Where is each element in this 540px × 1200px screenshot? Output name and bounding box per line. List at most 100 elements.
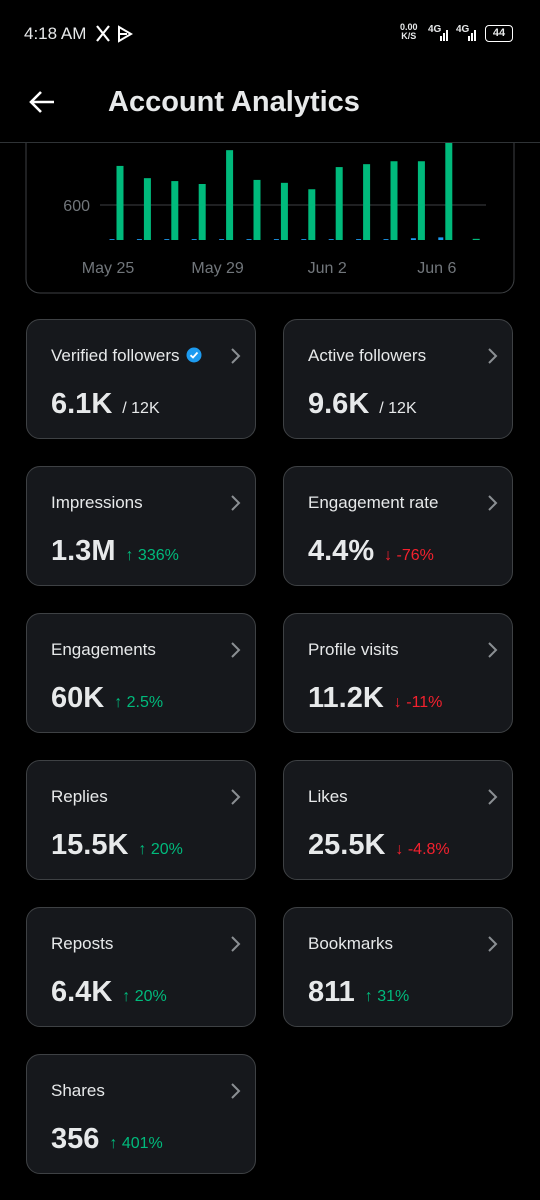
bar	[417, 161, 425, 240]
bar	[116, 165, 124, 240]
chart: 600 1.8K May 25 May 29 Jun 2 Jun 6	[25, 128, 515, 294]
metric-card[interactable]: Replies 15.5K ↑ 20%	[26, 760, 256, 880]
metric-number: 11.2K	[308, 682, 384, 714]
bar	[472, 238, 480, 240]
metric-title: Engagement rate	[308, 493, 439, 512]
metric-title: Verified followers	[51, 346, 202, 366]
header: 4:18 AM 0.00 K/S 4G 4G 44 Account Analyti…	[0, 0, 540, 143]
bar	[390, 161, 398, 240]
metric-card[interactable]: Engagement rate 4.4% ↓ -76%	[283, 466, 513, 586]
metric-number: 60K	[51, 682, 105, 714]
metric-change: ↑ 401%	[109, 1135, 163, 1152]
status-icons	[96, 25, 133, 43]
metric-total: / 12K	[122, 400, 160, 417]
metric-change: ↑ 20%	[138, 841, 183, 858]
metric-title: Reposts	[51, 934, 114, 953]
chevron	[488, 789, 498, 805]
time: 4:18 AM	[24, 24, 87, 43]
metric-card[interactable]: Verified followers 6.1K / 12K	[26, 319, 256, 439]
y-tick-label: 1.8K	[57, 128, 90, 145]
metric-number: 811	[308, 976, 355, 1008]
metric-value: 4.4% ↓ -76%	[308, 535, 434, 568]
bar	[438, 237, 444, 240]
bar	[301, 239, 307, 240]
metric-card[interactable]: Engagements 60K ↑ 2.5%	[26, 613, 256, 733]
metric-change: ↑ 336%	[125, 547, 179, 564]
chevron	[231, 789, 241, 805]
metric-number: 6.4K	[51, 976, 113, 1008]
metric-title: Impressions	[51, 493, 143, 512]
metric-title: Shares	[51, 1081, 105, 1100]
x-tick-label: Jun 6	[417, 260, 456, 277]
metric-total: / 12K	[379, 400, 417, 417]
bar	[445, 143, 453, 240]
metric-card[interactable]: Profile visits 11.2K ↓ -11%	[283, 613, 513, 733]
metric-change: ↓ -76%	[384, 547, 434, 564]
metric-change: ↑ 31%	[364, 988, 410, 1005]
y-tick-label: 600	[63, 198, 90, 215]
metric-value: 60K ↑ 2.5%	[51, 682, 163, 715]
metric-number: 25.5K	[308, 829, 386, 861]
metric-value: 9.6K / 12K	[308, 388, 417, 421]
bar	[136, 239, 142, 240]
metric-value: 6.1K / 12K	[51, 388, 160, 421]
chevron	[231, 936, 241, 952]
chevron	[488, 495, 498, 511]
chevron	[231, 1083, 241, 1099]
back-button[interactable]	[28, 88, 56, 116]
metric-card[interactable]: Shares 356 ↑ 401%	[26, 1054, 256, 1174]
bar	[191, 239, 197, 240]
metric-card[interactable]: Likes 25.5K ↓ -4.8%	[283, 760, 513, 880]
bar	[143, 178, 151, 240]
bar	[356, 239, 362, 240]
metric-value: 356 ↑ 401%	[51, 1123, 163, 1156]
bar	[328, 239, 334, 240]
network: 4G	[456, 24, 470, 35]
bar	[219, 239, 225, 240]
metric-number: 356	[51, 1123, 100, 1155]
x-tick-label: Jun 2	[308, 260, 347, 277]
metric-number: 6.1K	[51, 388, 113, 420]
metric-value: 11.2K ↓ -11%	[308, 682, 442, 715]
speed: 0.00	[400, 22, 418, 32]
verified-badge	[186, 347, 202, 363]
metric-title: Replies	[51, 787, 108, 806]
metric-number: 1.3M	[51, 535, 116, 567]
metric-title: Profile visits	[308, 640, 399, 659]
chevron	[231, 348, 241, 364]
metric-card[interactable]: Active followers 9.6K / 12K	[283, 319, 513, 439]
x-tick-label: May 25	[82, 260, 135, 277]
metric-value: 6.4K ↑ 20%	[51, 976, 167, 1009]
bar	[273, 239, 279, 240]
metric-value: 25.5K ↓ -4.8%	[308, 829, 450, 862]
metric-card[interactable]: Reposts 6.4K ↑ 20%	[26, 907, 256, 1027]
metric-value: 1.3M ↑ 336%	[51, 535, 179, 568]
network: 4G	[428, 24, 442, 35]
bar	[198, 184, 206, 240]
chevron	[231, 642, 241, 658]
bar	[171, 181, 179, 240]
signal	[440, 30, 476, 41]
x-tick-label: May 29	[191, 260, 244, 277]
bar	[363, 164, 371, 240]
bar	[164, 239, 170, 240]
metric-card[interactable]: Bookmarks 811 ↑ 31%	[283, 907, 513, 1027]
metric-change: ↑ 2.5%	[114, 694, 164, 711]
chevron	[231, 495, 241, 511]
chevron	[488, 642, 498, 658]
metric-number: 15.5K	[51, 829, 129, 861]
metric-value: 811 ↑ 31%	[308, 976, 409, 1009]
metric-card[interactable]: Impressions 1.3M ↑ 336%	[26, 466, 256, 586]
speed-unit: K/S	[401, 31, 417, 41]
metric-change: ↑ 20%	[122, 988, 167, 1005]
page-title: Account Analytics	[108, 86, 360, 118]
battery: 44	[485, 25, 513, 42]
chevron	[488, 936, 498, 952]
bar	[109, 239, 115, 240]
metric-title: Engagements	[51, 640, 156, 659]
metric-number: 4.4%	[308, 535, 375, 567]
metric-number: 9.6K	[308, 388, 370, 420]
bar	[335, 167, 343, 240]
metric-title: Active followers	[308, 346, 427, 365]
